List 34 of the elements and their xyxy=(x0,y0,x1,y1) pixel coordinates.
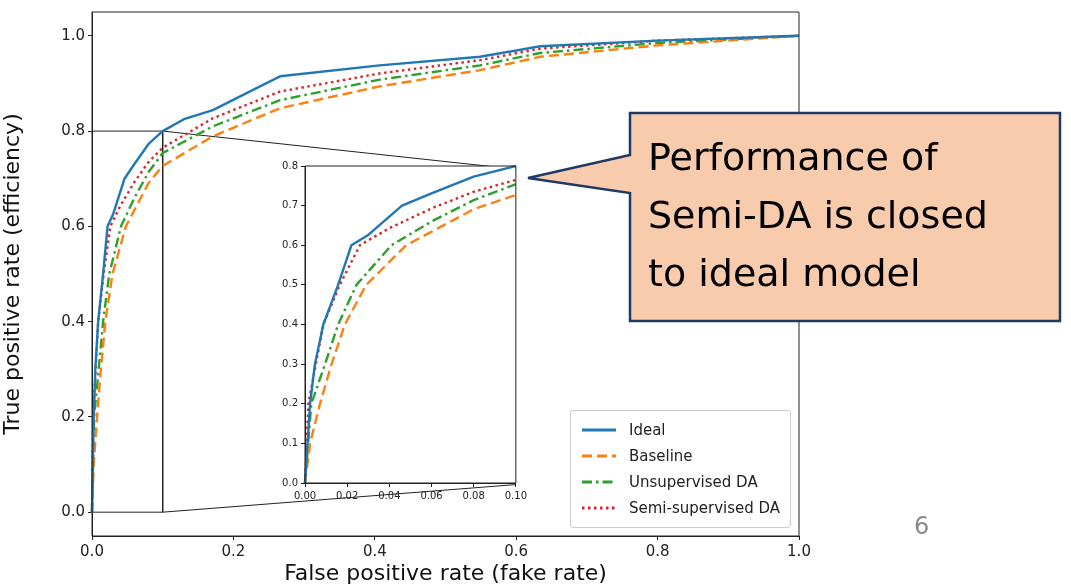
x-tick-label: 1.0 xyxy=(787,541,811,560)
y-tick-label: 0.6 xyxy=(282,238,298,250)
legend-label: Baseline xyxy=(629,447,693,465)
x-tick-label: 0.6 xyxy=(504,541,529,560)
x-axis-title: False positive rate (fake rate) xyxy=(284,559,607,585)
y-tick-label: 0.4 xyxy=(282,318,298,330)
x-tick-label: 0.06 xyxy=(420,489,443,501)
y-tick-label: 0.8 xyxy=(61,120,85,139)
y-tick-label: 0.2 xyxy=(61,406,85,425)
y-tick-label: 0.6 xyxy=(61,216,85,235)
y-axis-title: True positive rate (efficiency) xyxy=(0,113,24,436)
legend-label: Ideal xyxy=(629,421,666,439)
y-tick-label: 0.3 xyxy=(282,357,298,369)
x-tick-label: 0.02 xyxy=(336,489,359,501)
x-tick-label: 0.10 xyxy=(504,489,527,501)
y-tick-label: 0.0 xyxy=(282,476,298,488)
text: 6 xyxy=(914,512,930,540)
y-tick-label: 0.7 xyxy=(282,199,298,211)
legend-label: Semi-supervised DA xyxy=(629,499,781,517)
x-tick-label: 0.4 xyxy=(362,541,387,560)
y-tick-label: 1.0 xyxy=(61,25,85,44)
x-tick-label: 0.8 xyxy=(645,541,670,560)
x-tick-label: 0.00 xyxy=(293,489,317,501)
x-tick-label: 0.08 xyxy=(462,489,485,501)
x-tick-label: 0.0 xyxy=(80,541,104,560)
y-tick-label: 0.4 xyxy=(61,311,85,330)
y-tick-label: 0.1 xyxy=(282,436,298,448)
y-tick-label: 0.8 xyxy=(282,159,298,171)
y-tick-label: 0.0 xyxy=(61,502,85,521)
y-tick-label: 0.5 xyxy=(282,278,298,290)
legend-label: Unsupervised DA xyxy=(629,473,758,491)
x-tick-label: 0.2 xyxy=(221,541,246,560)
annotation: Performance of Semi-DA is closed to ideal model xyxy=(648,134,989,297)
y-tick-label: 0.2 xyxy=(282,397,298,409)
